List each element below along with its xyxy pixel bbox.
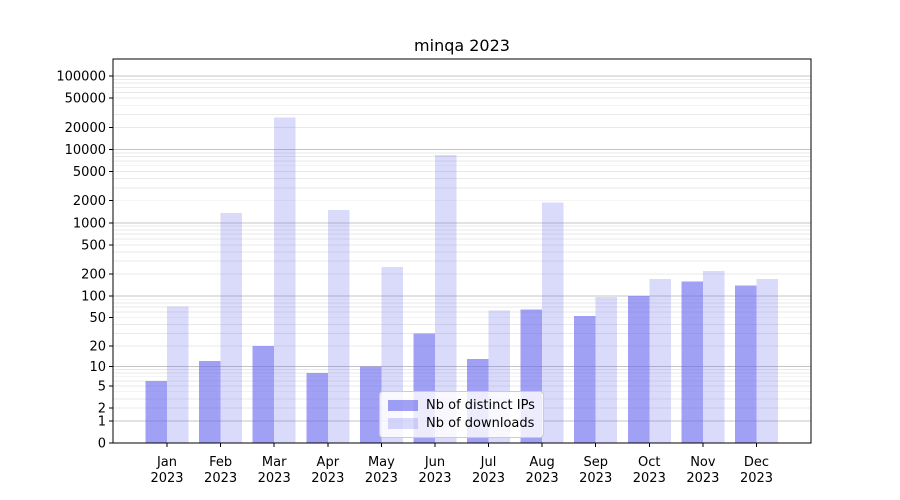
x-tick-label-month: Sep — [583, 455, 608, 470]
x-tick-label-month: Feb — [209, 455, 232, 470]
y-tick-label: 5000 — [73, 165, 106, 180]
bar-sep-downloads — [595, 296, 618, 443]
legend-item-distinct-ips: Nb of distinct IPs — [388, 398, 535, 413]
bar-oct-ips — [627, 295, 650, 443]
bar-oct-downloads — [649, 279, 671, 443]
x-tick-label-month: Nov — [690, 455, 716, 470]
legend-item-downloads: Nb of downloads — [388, 416, 535, 431]
bar-apr-ips — [306, 373, 328, 443]
legend: Nb of distinct IPs Nb of downloads — [379, 391, 544, 438]
bar-feb-downloads — [220, 213, 243, 443]
x-tick-label-month: May — [368, 455, 395, 470]
bar-mar-downloads — [274, 117, 296, 443]
y-tick-label: 100 — [81, 289, 106, 304]
x-tick-label-year: 2023 — [740, 471, 773, 486]
bar-sep-ips — [574, 315, 596, 443]
x-tick-label-month: Dec — [744, 455, 769, 470]
bar-aug-downloads — [542, 202, 564, 443]
x-tick-label-month: Aug — [529, 455, 554, 470]
plot-border — [112, 58, 812, 444]
x-tick-label-year: 2023 — [204, 471, 237, 486]
legend-swatch-downloads — [388, 418, 418, 429]
y-tick-label: 50 — [89, 311, 106, 326]
bar-dec-ips — [735, 285, 757, 443]
y-tick-label: 10 — [89, 360, 106, 375]
x-tick-label-month: Oct — [638, 455, 660, 470]
x-tick-label-year: 2023 — [365, 471, 398, 486]
x-tick-label-year: 2023 — [686, 471, 719, 486]
x-axis: Jan2023Feb2023Mar2023Apr2023May2023Jun20… — [150, 443, 773, 486]
y-tick-label: 20000 — [65, 121, 106, 136]
bar-mar-ips — [252, 345, 275, 443]
y-tick-label: 2000 — [73, 194, 106, 209]
y-tick-label: 50000 — [65, 92, 106, 107]
x-tick-label-month: Jul — [480, 455, 497, 470]
y-axis: 1000005000020000100005000200010005002001… — [56, 70, 113, 452]
x-tick-label-year: 2023 — [472, 471, 505, 486]
x-tick-label-year: 2023 — [633, 471, 666, 486]
bar-apr-downloads — [327, 209, 350, 443]
bar-jan-ips — [145, 381, 167, 443]
x-tick-label-year: 2023 — [526, 471, 559, 486]
x-tick-label-month: Mar — [262, 455, 287, 470]
y-tick-label: 5 — [98, 379, 106, 394]
y-tick-label: 1 — [98, 414, 106, 429]
y-tick-label: 10000 — [65, 143, 106, 158]
x-tick-label-year: 2023 — [579, 471, 612, 486]
y-tick-label: 20 — [89, 339, 106, 354]
bar-jun-downloads — [435, 155, 457, 443]
y-tick-label: 1000 — [73, 216, 106, 231]
y-tick-label: 0 — [98, 437, 106, 452]
x-tick-label-year: 2023 — [418, 471, 451, 486]
bar-feb-ips — [199, 361, 221, 443]
legend-label-distinct-ips: Nb of distinct IPs — [426, 398, 535, 413]
y-tick-label: 2 — [98, 402, 106, 417]
y-tick-label: 500 — [81, 238, 106, 253]
y-tick-label: 200 — [81, 267, 106, 282]
bar-nov-downloads — [702, 270, 725, 443]
bars-downloads — [167, 117, 778, 443]
x-tick-label-year: 2023 — [150, 471, 183, 486]
chart-title: minqa 2023 — [414, 36, 510, 55]
x-tick-label-year: 2023 — [311, 471, 344, 486]
legend-label-downloads: Nb of downloads — [426, 416, 535, 431]
x-tick-label-month: Jun — [424, 455, 445, 470]
y-tick-label: 100000 — [56, 70, 106, 85]
bar-may-ips — [359, 366, 382, 443]
x-tick-label-month: Jan — [156, 455, 177, 470]
legend-swatch-distinct-ips — [388, 400, 418, 411]
bar-dec-downloads — [756, 279, 778, 443]
x-tick-label-year: 2023 — [258, 471, 291, 486]
bar-nov-ips — [681, 281, 703, 443]
bar-jan-downloads — [167, 306, 189, 443]
x-tick-label-month: Apr — [317, 455, 340, 470]
